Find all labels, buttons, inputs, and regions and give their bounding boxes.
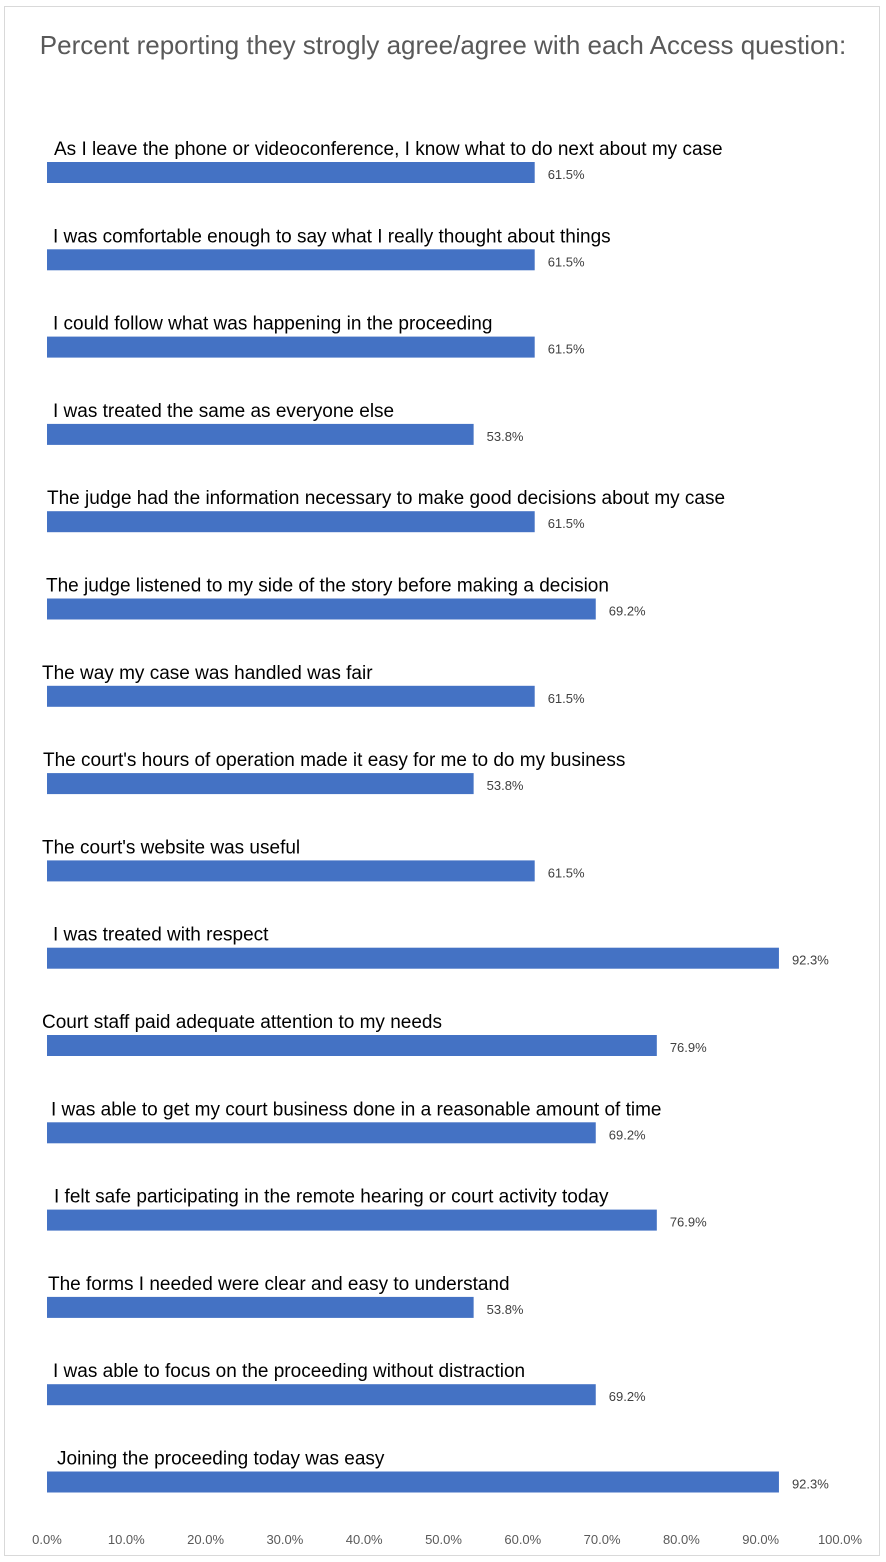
category-label: I was able to focus on the proceeding wi… bbox=[53, 1361, 525, 1382]
x-tick-label: 40.0% bbox=[346, 1532, 383, 1547]
category-label: I was treated the same as everyone else bbox=[53, 401, 394, 422]
x-tick-label: 80.0% bbox=[663, 1532, 700, 1547]
x-tick-label: 20.0% bbox=[187, 1532, 224, 1547]
bar bbox=[47, 162, 535, 183]
data-label: 53.8% bbox=[487, 429, 524, 444]
x-tick-label: 10.0% bbox=[108, 1532, 145, 1547]
data-label: 76.9% bbox=[670, 1215, 707, 1230]
category-label: I was comfortable enough to say what I r… bbox=[53, 226, 611, 247]
bar bbox=[47, 1035, 657, 1056]
x-tick-label: 60.0% bbox=[504, 1532, 541, 1547]
bar bbox=[47, 1122, 596, 1144]
x-tick-label: 70.0% bbox=[584, 1532, 621, 1547]
bar bbox=[47, 685, 535, 707]
data-label: 61.5% bbox=[548, 516, 585, 531]
x-tick-label: 50.0% bbox=[425, 1532, 462, 1547]
category-label: I was treated with respect bbox=[53, 925, 269, 946]
category-label: I could follow what was happening in the… bbox=[53, 314, 492, 335]
bar bbox=[47, 511, 535, 533]
bar bbox=[47, 1209, 657, 1231]
category-label: The judge had the information necessary … bbox=[47, 488, 725, 509]
bar bbox=[47, 249, 535, 271]
category-label: Joining the proceeding today was easy bbox=[57, 1449, 385, 1470]
bar bbox=[47, 1471, 779, 1493]
data-label: 69.2% bbox=[609, 1127, 646, 1142]
data-label: 69.2% bbox=[609, 1389, 646, 1404]
x-tick-label: 30.0% bbox=[266, 1532, 303, 1547]
bar bbox=[47, 947, 779, 969]
category-label: I was able to get my court business done… bbox=[51, 1099, 661, 1120]
data-label: 61.5% bbox=[548, 691, 585, 706]
data-label: 61.5% bbox=[548, 865, 585, 880]
data-label: 53.8% bbox=[487, 778, 524, 793]
data-label: 69.2% bbox=[609, 604, 646, 619]
x-tick-label: 0.0% bbox=[32, 1532, 62, 1547]
bar bbox=[47, 773, 474, 795]
data-label: 53.8% bbox=[487, 1302, 524, 1317]
x-tick-label: 90.0% bbox=[742, 1532, 779, 1547]
data-label: 76.9% bbox=[670, 1040, 707, 1055]
bar bbox=[47, 1384, 596, 1406]
data-label: 61.5% bbox=[548, 342, 585, 357]
bar bbox=[47, 336, 535, 358]
category-label: The judge listened to my side of the sto… bbox=[46, 576, 609, 597]
data-label: 92.3% bbox=[792, 953, 829, 968]
bar bbox=[47, 598, 596, 620]
data-label: 92.3% bbox=[792, 1477, 829, 1492]
chart-title: Percent reporting they strogly agree/agr… bbox=[39, 30, 847, 60]
bar bbox=[47, 860, 535, 882]
category-label: The way my case was handled was fair bbox=[42, 663, 373, 684]
category-label: I felt safe participating in the remote … bbox=[54, 1187, 609, 1208]
category-label: Court staff paid adequate attention to m… bbox=[42, 1012, 442, 1033]
x-tick-label: 100.0% bbox=[818, 1532, 863, 1547]
bar bbox=[47, 423, 474, 445]
category-label: The forms I needed were clear and easy t… bbox=[48, 1274, 510, 1295]
category-label: As I leave the phone or videoconference,… bbox=[54, 139, 723, 160]
data-label: 61.5% bbox=[548, 167, 585, 182]
category-label: The court's hours of operation made it e… bbox=[43, 750, 625, 771]
data-label: 61.5% bbox=[548, 254, 585, 269]
category-label: The court's website was useful bbox=[42, 837, 300, 858]
bar bbox=[47, 1296, 474, 1318]
